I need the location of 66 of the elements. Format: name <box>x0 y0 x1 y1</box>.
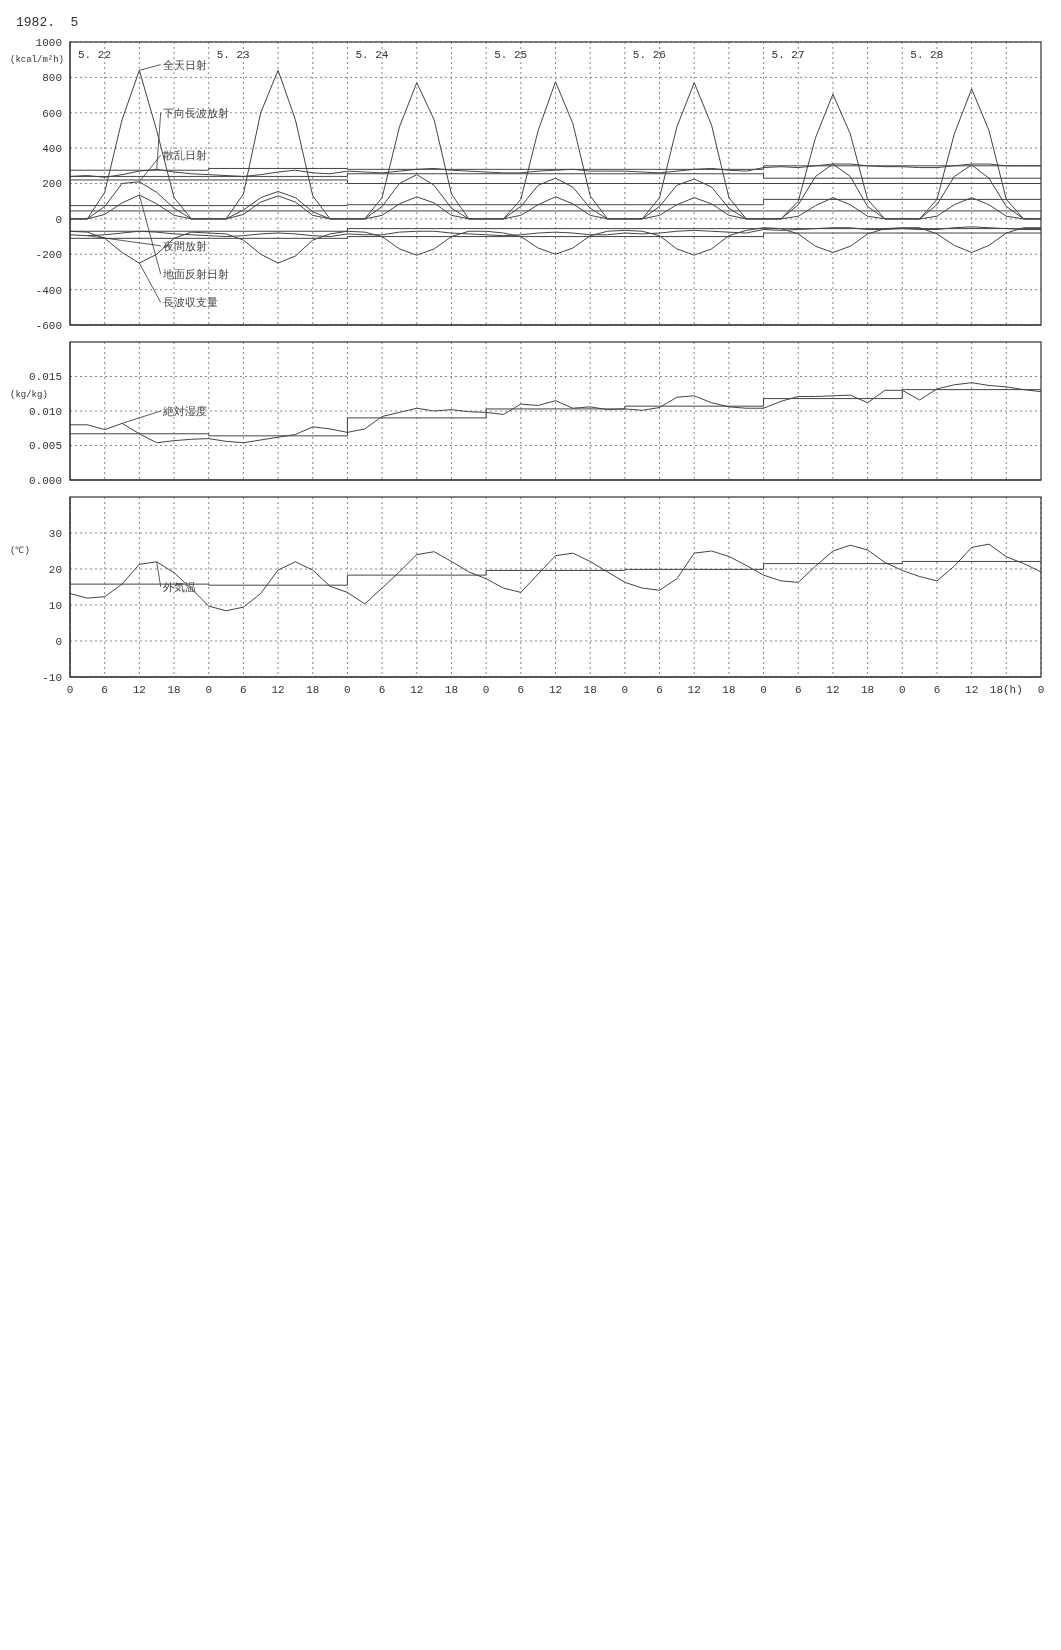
series-label: 外気温 <box>162 581 196 594</box>
x-tick-label: 12 <box>548 683 563 696</box>
series-label: 夜間放射 <box>162 239 207 253</box>
x-tick-label: 0 <box>66 683 74 696</box>
y-tick-label: 0.015 <box>28 371 62 384</box>
y-tick-label: 0.010 <box>28 405 62 418</box>
text: 長波収支量 <box>162 296 218 310</box>
text: 散乱日射 <box>162 149 207 163</box>
y-tick-label: 400 <box>42 143 62 156</box>
y-tick-label: 600 <box>42 107 62 120</box>
chart-title: 1982. 5 <box>16 15 79 30</box>
annotation: 5. 28 <box>910 49 944 61</box>
x-tick-label: 6 <box>933 683 941 696</box>
x-tick-label: 0 <box>898 683 906 696</box>
x-tick-label: 0 <box>1037 683 1045 696</box>
x-tick-label: 12 <box>410 683 424 696</box>
y-tick-label: -400 <box>35 284 62 297</box>
text: 全天日射 <box>162 58 207 72</box>
y-tick-label: 30 <box>48 527 62 540</box>
series-label: 絶対湿度 <box>161 405 207 418</box>
x-tick-label: 12 <box>271 683 285 696</box>
x-tick-label: 18 <box>722 683 736 696</box>
x-tick-label: 18 <box>861 683 875 696</box>
y-axis-title: (℃) <box>10 546 30 556</box>
annotation: 5. 24 <box>355 49 389 61</box>
x-tick-label: 18 <box>583 683 597 696</box>
y-tick-label: 0.005 <box>28 440 62 453</box>
x-tick-label: 6 <box>794 683 802 696</box>
x-tick-label: 0 <box>482 683 490 696</box>
x-tick-label: 0 <box>344 683 351 696</box>
y-tick-label: 200 <box>42 178 62 191</box>
y-tick-label: -200 <box>35 249 62 262</box>
y-axis-title: (kg/kg) <box>10 389 48 400</box>
y-tick-label: 10 <box>48 599 62 612</box>
y-tick-label: 0.000 <box>28 474 62 487</box>
annotation: 5. 26 <box>632 49 666 61</box>
y-tick-label: 20 <box>48 563 62 576</box>
x-tick-label: 12 <box>687 683 701 696</box>
x-tick-label: 0 <box>621 683 629 696</box>
y-tick-label: 800 <box>42 72 62 85</box>
x-tick-label: 12 <box>965 683 979 696</box>
x-tick-label: 12 <box>132 683 146 696</box>
y-tick-label: 1000 <box>35 36 62 49</box>
x-tick-label: 12 <box>826 683 840 696</box>
text: 下向長波放射 <box>162 106 229 120</box>
annotation: 5. 27 <box>771 49 805 61</box>
x-tick-label: 6 <box>517 683 525 696</box>
x-tick-label: 6 <box>656 683 663 696</box>
x-tick-label: 18 <box>444 683 459 696</box>
annotation: 5. 25 <box>494 49 528 61</box>
y-tick-label: -10 <box>42 671 62 684</box>
x-tick-label: 0 <box>760 683 767 696</box>
x-tick-label: 6 <box>240 683 247 696</box>
text: 地面反射日射 <box>161 268 229 282</box>
y-tick-label: 0 <box>55 213 62 226</box>
x-tick-label: 18(h) <box>989 683 1023 696</box>
x-tick-label: 0 <box>205 683 213 696</box>
x-tick-label: 18 <box>306 683 320 696</box>
x-tick-label: 18 <box>167 683 181 696</box>
annotation: 5. 23 <box>216 49 250 61</box>
y-tick-label: -600 <box>35 319 62 332</box>
annotation: 5. 22 <box>78 49 112 61</box>
x-tick-label: 6 <box>378 683 386 696</box>
y-tick-label: 0 <box>55 635 62 648</box>
x-tick-label: 6 <box>101 683 108 696</box>
y-axis-title: (kcal/m²h) <box>10 55 65 65</box>
